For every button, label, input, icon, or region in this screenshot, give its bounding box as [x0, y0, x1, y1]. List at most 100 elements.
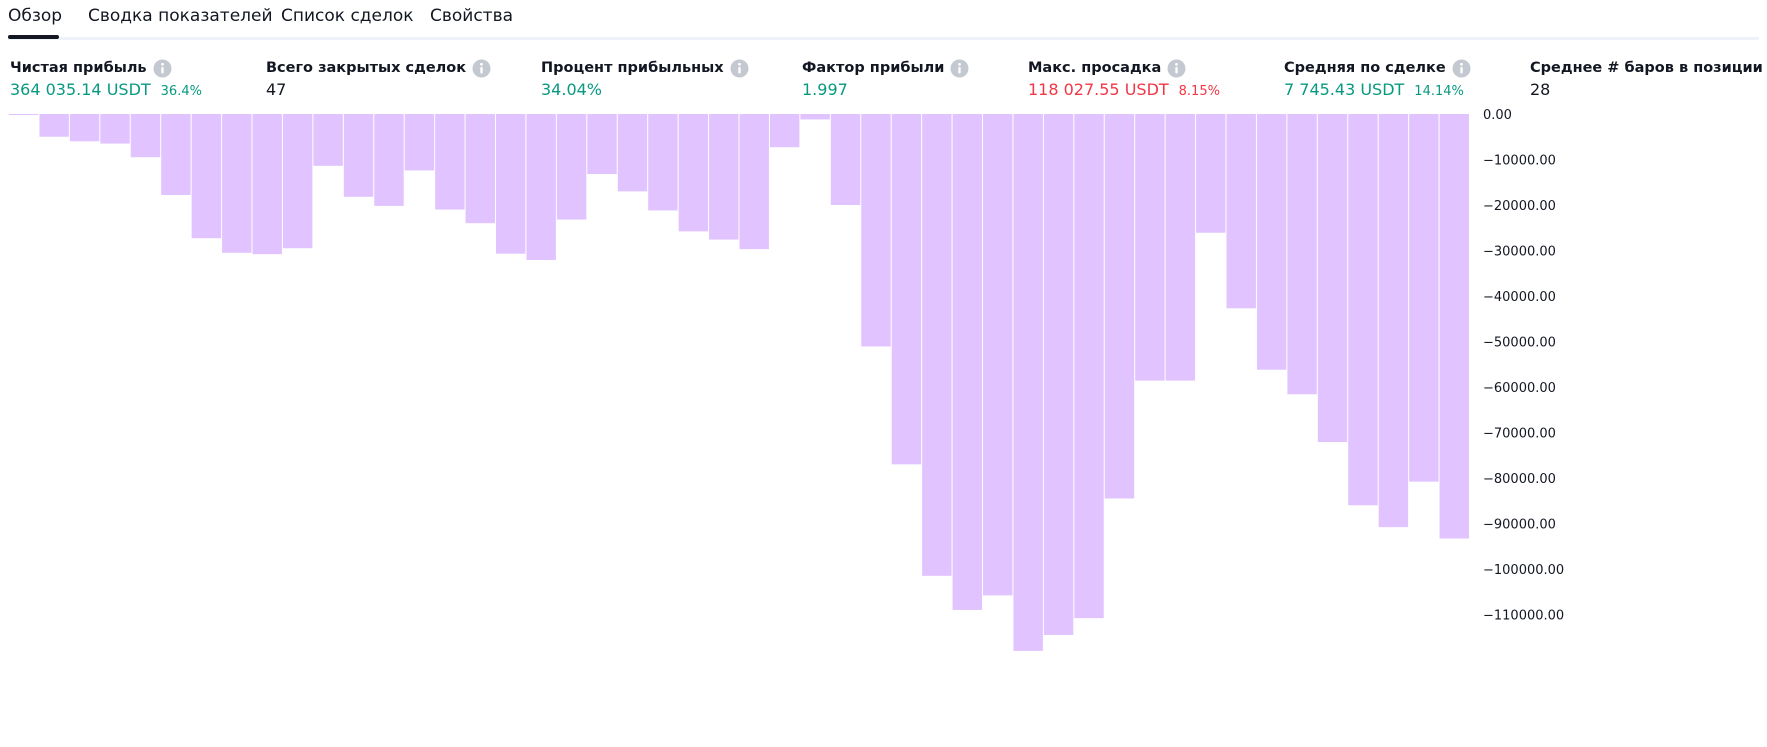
metric-value: 7 745.43 USDT — [1284, 80, 1405, 99]
chart-bar — [222, 114, 252, 253]
y-tick-label: −40000.00 — [1483, 290, 1556, 305]
tab-bar: Обзор Сводка показателей Список сделок С… — [0, 0, 1767, 40]
chart-bar — [1256, 114, 1287, 370]
chart-bar — [769, 114, 800, 148]
metric-value: 47 — [266, 80, 287, 99]
metric-value-row: 34.04% — [541, 80, 749, 102]
metric-profit-factor: Фактор прибыли 1.997 — [802, 58, 969, 102]
drawdown-chart: 0.00 −10000.00 −20000.00 −30000.00 −40000.00… — [9, 108, 1564, 651]
metric-label: Среднее # баров в позиции — [1530, 60, 1763, 76]
chart-bar — [130, 114, 161, 158]
metric-value-row: 7 745.43 USDT 14.14% — [1284, 80, 1471, 102]
active-tab-indicator — [8, 35, 59, 39]
chart-bar — [161, 114, 191, 195]
chart-bar — [1226, 114, 1256, 309]
chart-bar — [1378, 114, 1409, 528]
chart-bar — [983, 114, 1013, 596]
y-tick-label: −80000.00 — [1483, 472, 1556, 487]
chart-bar — [282, 114, 313, 249]
metric-percent: 36.4% — [160, 84, 202, 99]
chart-bar — [1287, 114, 1317, 395]
metric-value: 34.04% — [541, 80, 603, 99]
y-tick-label: −20000.00 — [1483, 199, 1556, 214]
y-tick-label: 0.00 — [1483, 108, 1512, 123]
metric-percent-profitable: Процент прибыльных 34.04% — [541, 58, 749, 102]
metric-total-closed-trades: Всего закрытых сделок 47 — [266, 58, 491, 102]
metric-value: 28 — [1530, 80, 1551, 99]
chart-bar — [465, 114, 495, 224]
metric-label: Фактор прибыли — [802, 60, 945, 76]
metric-value: 364 035.14 USDT — [10, 80, 151, 99]
chart-bar — [374, 114, 404, 206]
metric-value-row: 118 027.55 USDT 8.15% — [1028, 80, 1220, 102]
info-icon[interactable] — [1452, 59, 1471, 78]
chart-bar — [587, 114, 617, 175]
chart-bar — [617, 114, 648, 192]
metric-label: Средняя по сделке — [1284, 60, 1446, 76]
chart-bar — [69, 114, 100, 142]
metric-label: Процент прибыльных — [541, 60, 724, 76]
info-icon[interactable] — [950, 59, 969, 78]
chart-bar — [313, 114, 343, 166]
chart-bar — [1409, 114, 1439, 482]
metric-percent: 14.14% — [1414, 84, 1464, 99]
metric-value: 118 027.55 USDT — [1028, 80, 1169, 99]
tab-divider — [8, 37, 1759, 40]
chart-bar — [1043, 114, 1074, 635]
y-tick-label: −60000.00 — [1483, 381, 1556, 396]
tab-performance-summary[interactable]: Сводка показателей — [88, 6, 273, 26]
chart-bar — [404, 114, 435, 171]
metric-net-profit: Чистая прибыль 364 035.14 USDT 36.4% — [10, 58, 202, 102]
chart-bar — [100, 114, 130, 144]
chart-bar — [891, 114, 922, 465]
chart-bar — [1074, 114, 1104, 619]
metric-max-drawdown: Макс. просадка 118 027.55 USDT 8.15% — [1028, 58, 1220, 102]
chart-bar — [1104, 114, 1135, 499]
chart-bar — [191, 114, 222, 239]
info-icon[interactable] — [1167, 59, 1186, 78]
chart-bar — [952, 114, 982, 610]
metric-value-row: 28 — [1530, 80, 1767, 102]
metric-avg-trade: Средняя по сделке 7 745.43 USDT 14.14% — [1284, 58, 1471, 102]
chart-bar — [556, 114, 587, 220]
chart-bar — [343, 114, 374, 197]
y-tick-label: −50000.00 — [1483, 336, 1556, 351]
metric-avg-bars-in-trade: Среднее # баров в позиции 28 — [1530, 58, 1767, 102]
chart-bar — [39, 114, 69, 137]
chart-bar — [1013, 114, 1043, 651]
chart-bar — [830, 114, 861, 205]
chart-bar — [1135, 114, 1165, 381]
metric-value-row: 1.997 — [802, 80, 969, 102]
y-tick-label: −100000.00 — [1483, 563, 1564, 578]
chart-bar — [922, 114, 952, 576]
metric-percent: 8.15% — [1178, 84, 1220, 99]
chart-bar — [1165, 114, 1196, 381]
chart-bar — [709, 114, 739, 240]
y-tick-label: −10000.00 — [1483, 154, 1556, 169]
chart-bar — [861, 114, 891, 347]
chart-bar — [1317, 114, 1348, 443]
y-tick-label: −30000.00 — [1483, 245, 1556, 260]
chart-bar — [739, 114, 769, 250]
chart-bar — [1348, 114, 1378, 506]
metric-label: Чистая прибыль — [10, 60, 147, 76]
chart-bar — [1196, 114, 1226, 233]
info-icon[interactable] — [153, 59, 172, 78]
chart-bar — [648, 114, 678, 211]
metric-value: 1.997 — [802, 80, 848, 99]
y-tick-label: −70000.00 — [1483, 427, 1556, 442]
chart-bar — [435, 114, 465, 210]
chart-bar — [526, 114, 556, 261]
chart-bar — [252, 114, 282, 255]
tab-overview[interactable]: Обзор — [8, 6, 63, 26]
y-tick-label: −110000.00 — [1483, 609, 1564, 624]
info-icon[interactable] — [472, 59, 491, 78]
tab-properties[interactable]: Свойства — [430, 6, 514, 26]
chart-bar — [800, 114, 830, 120]
chart-bar — [496, 114, 526, 254]
y-tick-label: −90000.00 — [1483, 518, 1556, 533]
chart-bar — [9, 114, 39, 115]
metric-value-row: 47 — [266, 80, 491, 102]
tab-trades-list[interactable]: Список сделок — [281, 6, 414, 26]
info-icon[interactable] — [730, 59, 749, 78]
